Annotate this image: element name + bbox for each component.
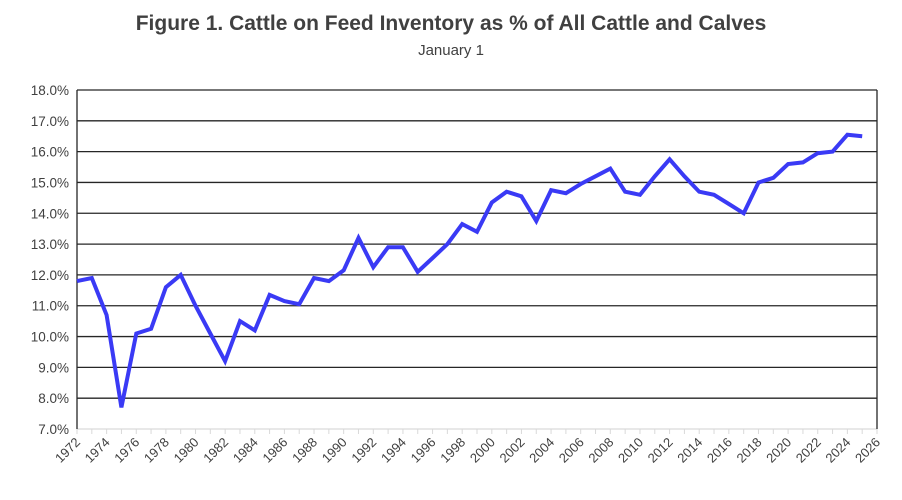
x-tick-label: 2026 [852, 435, 883, 466]
x-tick-label: 1996 [408, 435, 439, 466]
chart-subtitle: January 1 [418, 42, 484, 59]
y-tick-label: 8.0% [38, 391, 69, 406]
x-tick-label: 1974 [82, 435, 113, 466]
y-tick-label: 14.0% [31, 206, 69, 221]
x-tick-label: 1998 [437, 435, 468, 466]
x-tick-label: 1994 [378, 435, 409, 466]
y-tick-label: 10.0% [31, 330, 69, 345]
x-tick-label: 1976 [111, 435, 142, 466]
x-tick-label: 1992 [348, 435, 379, 466]
y-tick-label: 11.0% [32, 299, 69, 314]
x-tick-label: 2016 [704, 435, 735, 466]
x-tick-label: 2008 [585, 435, 616, 466]
data-line [76, 132, 863, 408]
x-tick-label: 1990 [319, 435, 350, 466]
x-tick-label: 2020 [763, 435, 794, 466]
y-tick-label: 17.0% [31, 114, 69, 129]
x-tick-label: 1988 [289, 435, 320, 466]
y-tick-label: 15.0% [31, 175, 69, 190]
x-tick-label: 2014 [674, 435, 705, 466]
y-tick-label: 16.0% [31, 145, 69, 160]
x-tick-label: 1980 [171, 435, 202, 466]
y-tick-label: 18.0% [31, 83, 69, 98]
x-tick-label: 2004 [526, 435, 557, 466]
y-tick-label: 13.0% [31, 237, 69, 252]
y-tick-label: 7.0% [38, 422, 69, 437]
chart-title: Figure 1. Cattle on Feed Inventory as % … [135, 12, 767, 35]
x-tick-label: 2010 [615, 435, 646, 466]
x-tick-label: 1972 [52, 435, 83, 466]
x-tick-label: 1978 [141, 435, 172, 466]
x-tick-label: 1982 [200, 435, 231, 466]
x-tick-label: 2012 [645, 435, 676, 466]
x-tick-label: 2002 [497, 435, 528, 466]
y-tick-label: 12.0% [31, 268, 69, 283]
y-tick-label: 9.0% [38, 360, 69, 375]
x-tick-label: 1984 [230, 435, 261, 466]
x-tick-label: 1986 [259, 435, 290, 466]
x-tick-label: 2024 [822, 435, 853, 466]
x-tick-label: 2006 [556, 435, 587, 466]
x-tick-label: 2000 [467, 435, 498, 466]
x-tick-label: 2018 [734, 435, 765, 466]
x-tick-label: 2022 [793, 435, 824, 466]
